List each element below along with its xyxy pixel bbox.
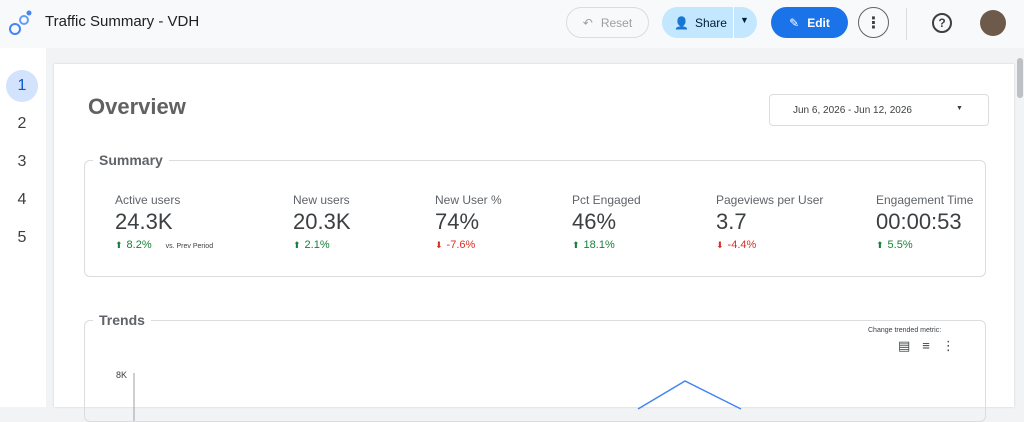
edit-label: Edit [807, 15, 830, 30]
metric-change: ⬆ 8.2% vs. Prev Period [115, 239, 213, 251]
page-nav: 1 2 3 4 5 [0, 48, 46, 407]
edit-button[interactable]: ✎ Edit [771, 7, 848, 38]
metric-change: ⬇ -4.4% [716, 239, 823, 251]
page-link[interactable]: 1 [6, 70, 38, 102]
metric: New users 20.3K ⬆ 2.1% [293, 193, 351, 251]
metric-change: ⬆ 2.1% [293, 239, 351, 251]
metric-value: 46% [572, 209, 617, 234]
share-label: Share [694, 15, 727, 30]
avatar[interactable] [980, 10, 1006, 36]
chart-toolbar[interactable]: ▤≡⋮ [898, 338, 967, 353]
change-value: 18.1% [583, 239, 615, 251]
metric-label: New users [293, 193, 350, 207]
trend-arrow: ⬇ [716, 240, 724, 250]
trend-chart [133, 373, 742, 421]
change-value: -7.6% [446, 239, 476, 251]
metric-value: 3.7 [716, 209, 747, 234]
trend-arrow: ⬆ [115, 240, 123, 250]
comparison-note: vs. Prev Period [165, 243, 214, 250]
change-value: -4.4% [727, 239, 757, 251]
metric-label: Pageviews per User [716, 193, 824, 207]
change-value: 8.2% [126, 239, 152, 251]
date-range[interactable]: Jun 6, 2026 - Jun 12, 2026 ▼ [769, 94, 989, 126]
share-button[interactable]: 👤 Share ▼ [662, 7, 757, 38]
header: Traffic Summary - VDH ↶ Reset 👤 Share ▼ ✎ E… [0, 0, 1024, 48]
change-value: 5.5% [887, 239, 913, 251]
metric-label: Active users [115, 193, 181, 207]
help-button[interactable]: ? [932, 13, 952, 33]
trend-arrow: ⬆ [876, 240, 884, 250]
scrollbar[interactable] [1016, 48, 1024, 407]
change-value: 2.1% [304, 239, 330, 251]
metric: Pageviews per User 3.7 ⬇ -4.4% [716, 193, 823, 251]
report-canvas: Overview Jun 6, 2026 - Jun 12, 2026 ▼ Su… [54, 64, 1014, 422]
page-link[interactable]: 3 [17, 153, 27, 170]
page-link[interactable]: 5 [17, 229, 27, 246]
trend-arrow: ⬆ [572, 240, 580, 250]
report-name: Traffic Summary - VDH [45, 13, 200, 30]
metric-value: 74% [435, 209, 480, 234]
trend-arrow: ⬇ [435, 240, 443, 250]
metric: Pct Engaged 46% ⬆ 18.1% [572, 193, 641, 251]
summary-title: Summary [93, 152, 169, 168]
metric-value: 24.3K [115, 209, 173, 234]
metric-value: 20.3K [293, 209, 351, 234]
summary-box: Summary Active users 24.3K ⬆ 8.2% vs. Prev P… [84, 152, 986, 277]
trend-arrow: ⬆ [293, 240, 301, 250]
change-metric-label: Change trended metric: [868, 327, 942, 334]
report-title: Overview [88, 94, 186, 119]
metric: New User % 74% ⬇ -7.6% [435, 193, 502, 251]
metric-label: Engagement Time [876, 193, 974, 207]
more-button[interactable]: ⋮ [858, 7, 889, 38]
metric: Active users 24.3K ⬆ 8.2% vs. Prev Period [115, 193, 213, 251]
trends-title: Trends [93, 312, 151, 328]
reset-label: Reset [600, 15, 633, 30]
metric-value: 00:00:53 [876, 209, 962, 234]
metric-label: New User % [435, 193, 502, 207]
page-link[interactable]: 4 [17, 191, 27, 208]
logo [9, 10, 32, 35]
reset-button[interactable]: ↶ Reset [566, 7, 649, 38]
metric-change: ⬆ 18.1% [572, 239, 641, 251]
y-tick-label: 8K [116, 370, 128, 380]
metric: Engagement Time 00:00:53 ⬆ 5.5% [876, 193, 973, 251]
date-range-text: Jun 6, 2026 - Jun 12, 2026 [793, 105, 912, 116]
page-link[interactable]: 2 [17, 115, 27, 132]
metric-change: ⬇ -7.6% [435, 239, 502, 251]
metric-label: Pct Engaged [572, 193, 641, 207]
metric-change: ⬆ 5.5% [876, 239, 973, 251]
